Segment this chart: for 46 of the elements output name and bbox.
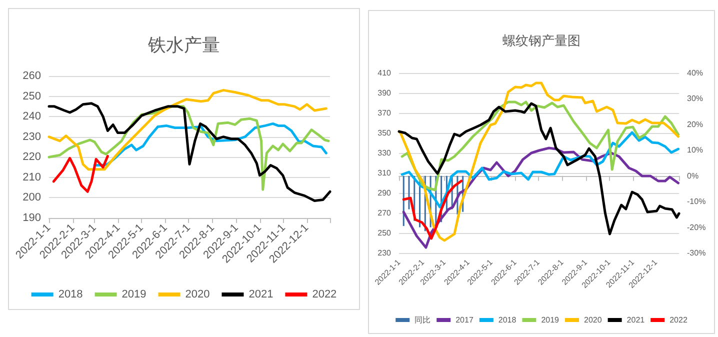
y-tick-label: 310 [378, 168, 392, 178]
y-tick-label: 290 [378, 188, 392, 198]
line-series [398, 82, 680, 242]
y-tick-label: 220 [22, 151, 41, 164]
legend-label: 2022 [312, 288, 337, 300]
legend-label: 2022 [670, 316, 688, 324]
y2-tick-label: 10% [687, 146, 704, 155]
y-tick-label: 250 [22, 90, 41, 102]
legend-label: 同比 [414, 316, 431, 324]
line-series [398, 102, 680, 236]
y-tick-label: 210 [22, 171, 41, 184]
y-tick-label: 230 [378, 248, 392, 258]
y-tick-label: 260 [22, 70, 41, 82]
legend-label: 2018 [498, 316, 517, 324]
y-tick-label: 350 [378, 128, 392, 138]
y2-tick-label: -30% [687, 248, 706, 258]
y2-tick-label: -10% [687, 197, 706, 206]
legend-label: 2018 [58, 288, 83, 300]
y-tick-label: 270 [378, 208, 392, 218]
line-series [52, 154, 109, 193]
legend-label: 2017 [456, 316, 474, 324]
y-tick-label: 190 [22, 212, 41, 224]
y2-tick-label: 0% [687, 171, 699, 180]
line-series [400, 131, 680, 208]
y-tick-label: 370 [378, 108, 392, 118]
y-tick-label: 390 [378, 88, 392, 98]
legend-label: 2020 [185, 288, 210, 300]
y2-tick-label: 20% [687, 120, 704, 129]
y2-tick-label: 40% [687, 68, 704, 78]
line-series [402, 180, 463, 240]
legend-label: 2019 [122, 288, 146, 300]
y-tick-label: 410 [378, 68, 392, 78]
legend-label: 2020 [584, 316, 602, 324]
y-tick-label: 240 [22, 110, 41, 123]
y-tick-label: 250 [378, 228, 392, 238]
y2-tick-label: 30% [687, 94, 704, 104]
y-tick-label: 230 [22, 130, 41, 143]
chart-title: 铁水产量 [147, 35, 220, 55]
y2-tick-label: -20% [687, 222, 706, 232]
chart-title: 螺纹钢产量图 [502, 33, 580, 48]
legend-label: 2019 [541, 316, 560, 324]
legend-label: 2021 [626, 316, 646, 324]
legend-label: 2021 [248, 288, 274, 300]
line-series [48, 88, 328, 171]
y-tick-label: 200 [22, 192, 41, 204]
y-tick-label: 330 [378, 148, 392, 158]
